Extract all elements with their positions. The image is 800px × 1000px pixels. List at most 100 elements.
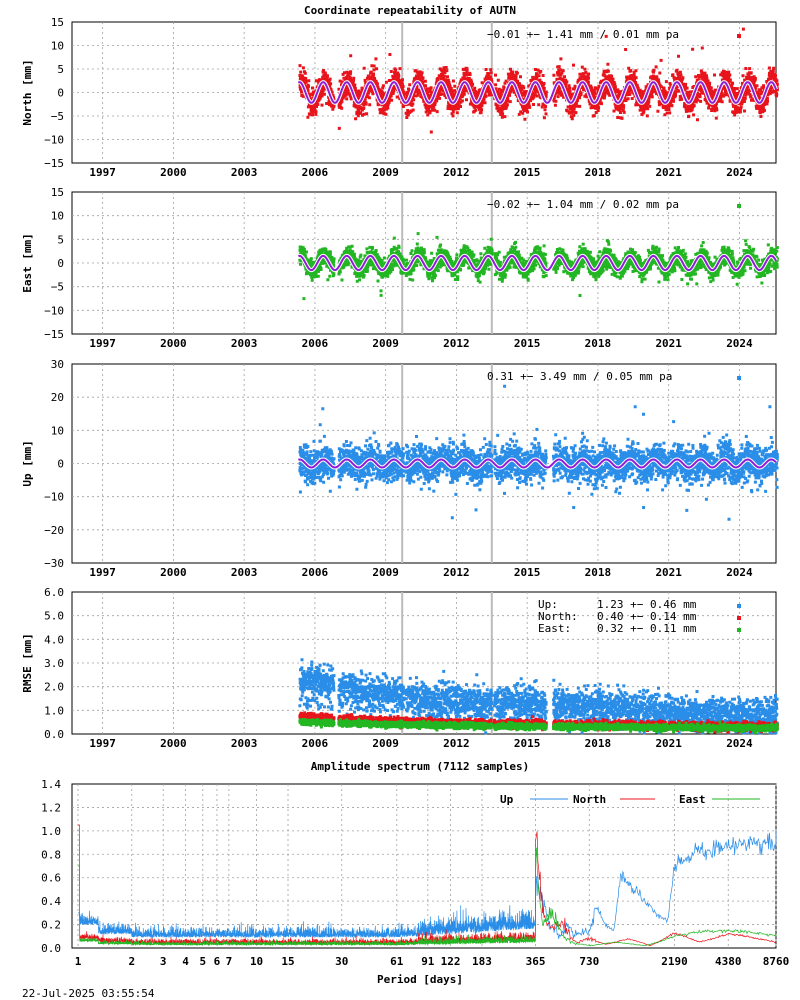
up-ytick-label: 0 (57, 458, 64, 471)
up-ytick-label: 30 (51, 358, 64, 371)
rmse-east-points (298, 717, 779, 735)
north-ytick-label: −10 (44, 134, 64, 147)
north-fit-line (297, 81, 777, 104)
spectrum-xtick-label: 2190 (661, 955, 688, 968)
north-xtick-label: 2018 (585, 166, 612, 179)
spectrum-xtick-label: 91 (421, 955, 435, 968)
up-xtick-label: 2015 (514, 566, 541, 579)
up-stats-text: 0.31 +− 3.49 mm / 0.05 mm pa (487, 370, 672, 383)
rmse-ytick-label: 5.0 (44, 610, 64, 623)
north-xtick-label: 2003 (231, 166, 258, 179)
up-ylabel: Up [mm] (21, 440, 34, 486)
rmse-ytick-label: 1.0 (44, 704, 64, 717)
north-stats-marker (737, 34, 741, 38)
up-ytick-label: 10 (51, 424, 64, 437)
chart-title: Coordinate repeatability of AUTN (304, 4, 516, 17)
spectrum-xtick-label: 1 (75, 955, 82, 968)
spectrum-legend-label: Up (500, 793, 514, 806)
spectrum-xtick-label: 30 (335, 955, 348, 968)
spectrum-ytick-label: 1.0 (41, 825, 61, 838)
spectrum-north-line (78, 824, 777, 947)
spectrum-xtick-label: 5 (200, 955, 207, 968)
rmse-legend-value: 1.23 +− 0.46 mm (597, 598, 697, 611)
spectrum-xtick-label: 4380 (715, 955, 742, 968)
east-ytick-label: −15 (44, 328, 64, 341)
east-xtick-label: 2009 (372, 337, 399, 350)
spectrum-xtick-label: 4 (182, 955, 189, 968)
north-xtick-label: 2009 (372, 166, 399, 179)
spectrum-xlabel: Period [days] (377, 973, 463, 986)
east-ytick-label: 10 (51, 210, 64, 223)
rmse-xtick-label: 2015 (514, 737, 541, 750)
east-xtick-label: 2021 (655, 337, 682, 350)
rmse-ytick-label: 0.0 (44, 728, 64, 741)
rmse-xtick-label: 2021 (655, 737, 682, 750)
east-xtick-label: 2024 (726, 337, 753, 350)
up-xtick-label: 2003 (231, 566, 258, 579)
north-ytick-label: 15 (51, 16, 64, 29)
east-xtick-label: 2000 (160, 337, 187, 350)
rmse-xtick-label: 2018 (585, 737, 612, 750)
rmse-legend-marker (737, 604, 741, 608)
east-xtick-label: 1997 (89, 337, 116, 350)
up-xtick-label: 1997 (89, 566, 116, 579)
spectrum-legend-label: North (573, 793, 606, 806)
spectrum-xtick-label: 61 (390, 955, 404, 968)
east-ytick-label: −10 (44, 304, 64, 317)
spectrum-ytick-label: 0.2 (41, 919, 61, 932)
spectrum-xtick-label: 3 (160, 955, 167, 968)
rmse-xtick-label: 2000 (160, 737, 187, 750)
spectrum-east-line (78, 847, 777, 947)
rmse-xtick-label: 2006 (302, 737, 329, 750)
north-ylabel: North [mm] (21, 59, 34, 125)
rmse-xtick-label: 2009 (372, 737, 399, 750)
east-xtick-label: 2006 (302, 337, 329, 350)
north-ytick-label: 0 (57, 87, 64, 100)
rmse-ytick-label: 2.0 (44, 681, 64, 694)
up-xtick-label: 2006 (302, 566, 329, 579)
up-xtick-label: 2000 (160, 566, 187, 579)
east-xtick-label: 2012 (443, 337, 470, 350)
north-xtick-label: 2000 (160, 166, 187, 179)
spectrum-xtick-label: 183 (472, 955, 492, 968)
spectrum-ytick-label: 0.0 (41, 942, 61, 955)
rmse-ytick-label: 3.0 (44, 657, 64, 670)
rmse-legend-name: East: (538, 622, 571, 635)
timestamp: 22-Jul-2025 03:55:54 (22, 987, 155, 1000)
spectrum-up-line (78, 830, 777, 939)
up-fit-line (297, 458, 777, 469)
spectrum-xtick-label: 122 (441, 955, 461, 968)
east-xtick-label: 2003 (231, 337, 258, 350)
north-xtick-label: 2021 (655, 166, 682, 179)
rmse-up-points (298, 658, 779, 735)
north-stats-text: −0.01 +− 1.41 mm / 0.01 mm pa (487, 28, 679, 41)
north-xtick-label: 2012 (443, 166, 470, 179)
up-ytick-label: −30 (44, 557, 64, 570)
east-ytick-label: 0 (57, 257, 64, 270)
up-xtick-label: 2021 (655, 566, 682, 579)
rmse-legend-marker (737, 616, 741, 620)
spectrum-xtick-label: 7 (226, 955, 233, 968)
north-ytick-label: 10 (51, 40, 64, 53)
rmse-legend-marker (737, 628, 741, 632)
spectrum-ytick-label: 1.2 (41, 801, 61, 814)
panel-north: 15 10 5 0 −5 −10 −15 1997 2000 2003 2006 2009 2012 20… (21, 16, 779, 179)
north-series-points (298, 27, 779, 134)
north-xtick-label: 2024 (726, 166, 753, 179)
up-xtick-label: 2009 (372, 566, 399, 579)
rmse-ylabel: RMSE [mm] (21, 633, 34, 693)
rmse-xtick-label: 1997 (89, 737, 116, 750)
up-ytick-label: 20 (51, 391, 64, 404)
panel-east: 15 10 5 0 −5 −10 −15 1997 2000 2003 2006 2009 2012 20… (21, 186, 779, 350)
east-stats-marker (737, 204, 741, 208)
east-ylabel: East [mm] (21, 233, 34, 293)
spectrum-panel: 1.4 1.2 1.0 0.8 0.6 0.4 0.2 0.0 1 2 3 4 5 6 7 10 15 30 61 9… (41, 778, 789, 968)
east-xtick-label: 2018 (585, 337, 612, 350)
spectrum-legend-label: East (679, 793, 706, 806)
rmse-ytick-label: 6.0 (44, 586, 64, 599)
north-ytick-label: −5 (51, 110, 64, 123)
rmse-ytick-label: 4.0 (44, 633, 64, 646)
spectrum-xtick-label: 730 (579, 955, 599, 968)
up-stats-marker (737, 376, 741, 380)
